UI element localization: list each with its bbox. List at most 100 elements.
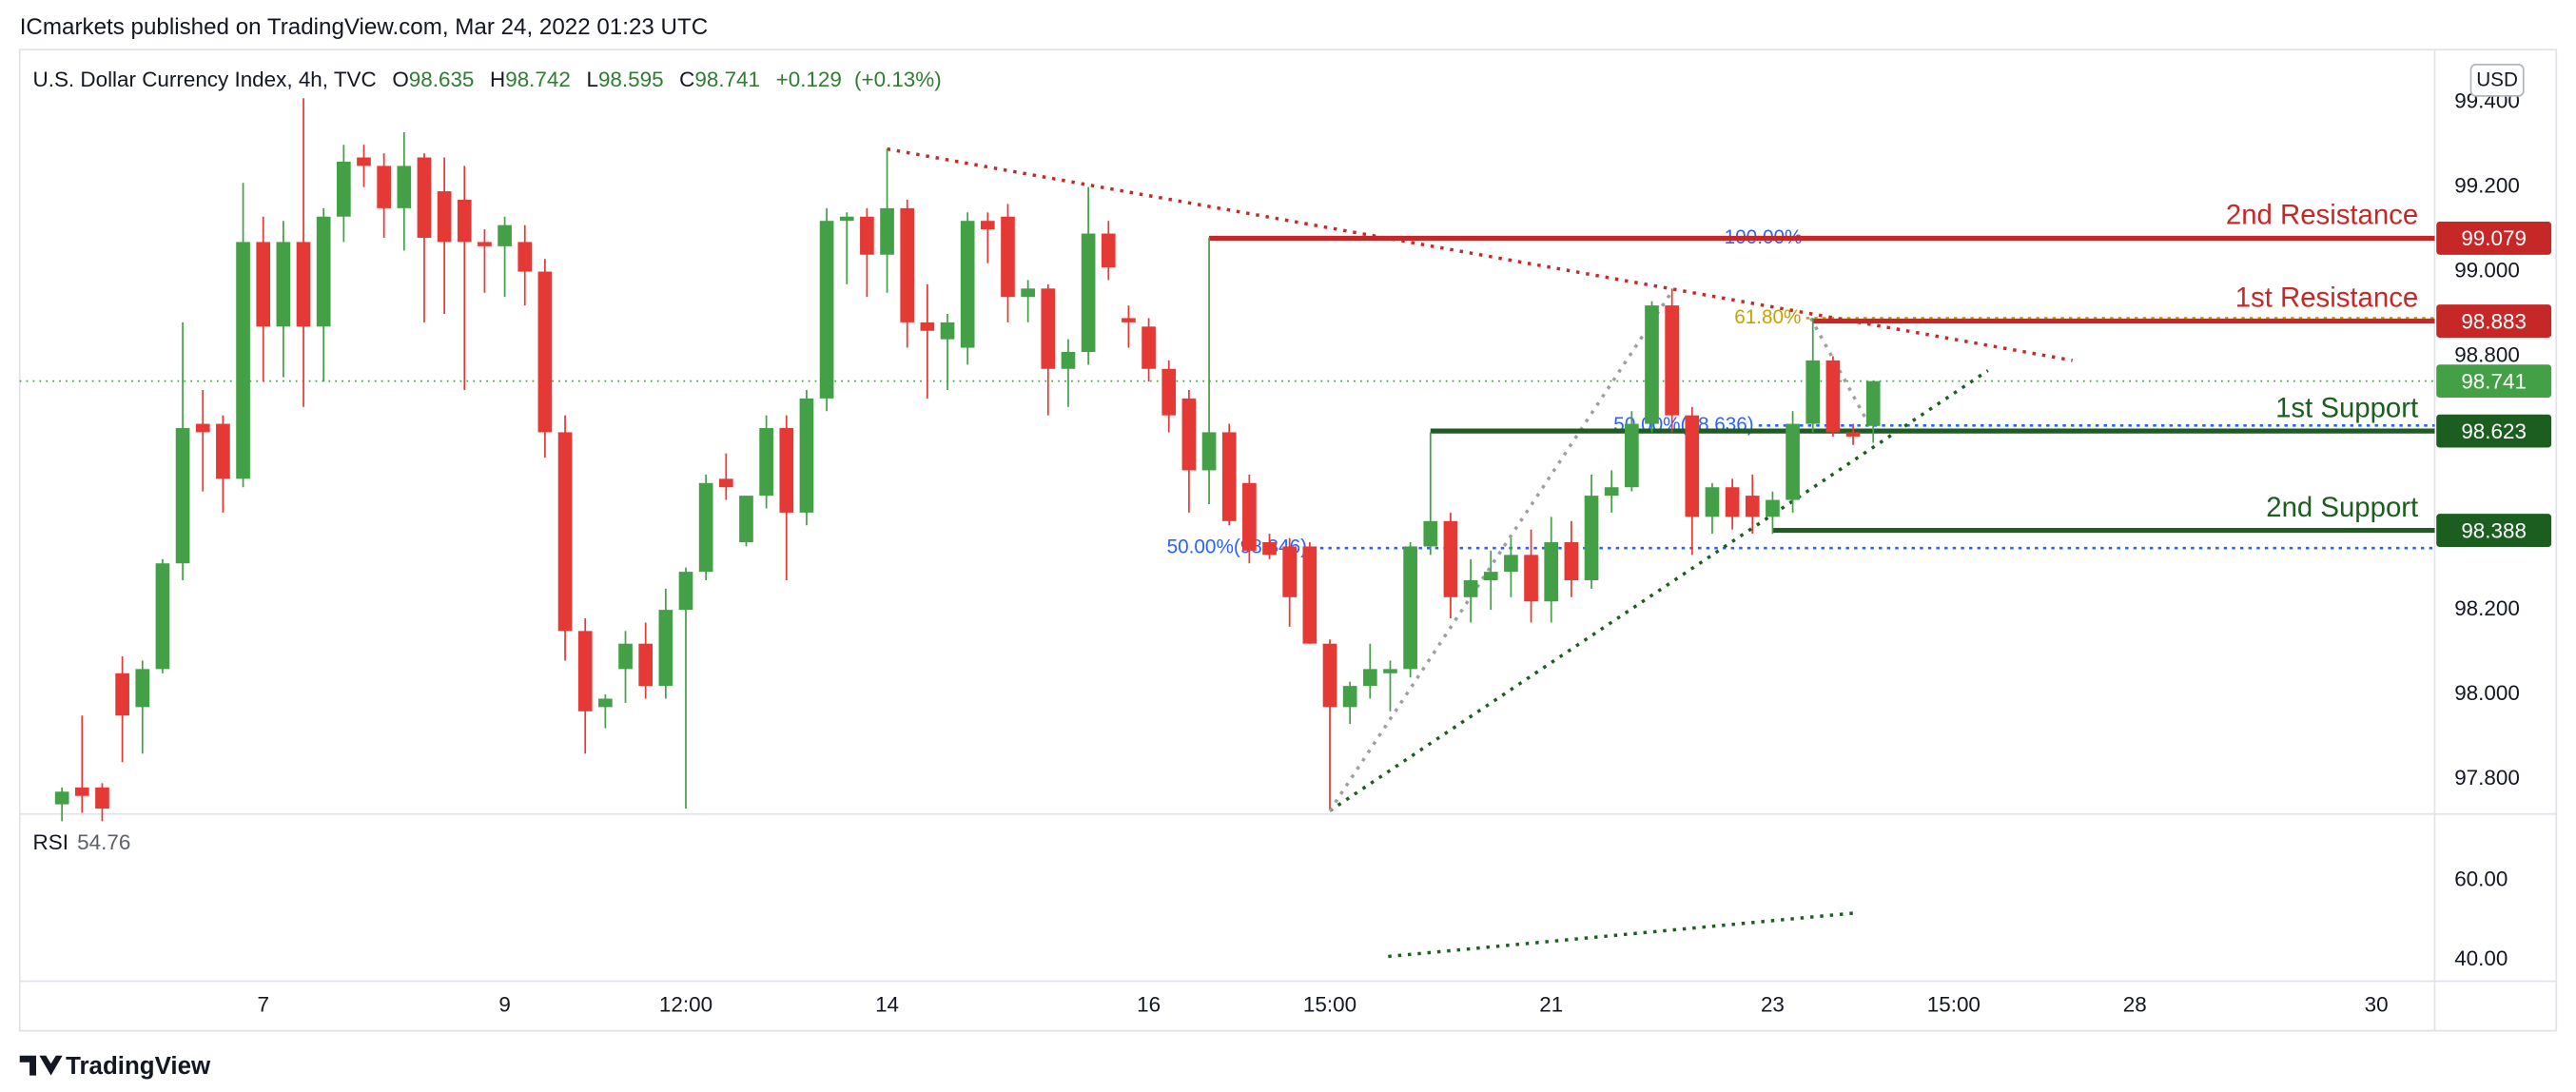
symbol-title: U.S. Dollar Currency Index, 4h, TVC xyxy=(33,68,377,91)
price-axis-label: 98.623 xyxy=(2461,419,2527,443)
ohlc-letter: O xyxy=(392,68,408,91)
candle-body xyxy=(1483,572,1498,581)
candle-body xyxy=(1625,423,1639,488)
logo-text: TradingView xyxy=(66,1051,211,1080)
y-tick-label: 99.200 xyxy=(2454,174,2520,198)
candle-body xyxy=(1403,546,1417,670)
candle-body xyxy=(1122,318,1136,322)
candle-body xyxy=(437,191,452,243)
candle-body xyxy=(819,221,834,399)
candle-body xyxy=(577,631,593,712)
level-label: 1st Resistance xyxy=(2235,283,2418,314)
x-tick-label: 28 xyxy=(2123,992,2147,1016)
price-axis-box xyxy=(2436,414,2552,448)
x-tick-label: 7 xyxy=(257,992,268,1016)
candle-body xyxy=(557,432,573,632)
candle-body xyxy=(1262,542,1277,556)
ohlc-value: 98.742 xyxy=(505,68,571,91)
x-tick-label: 9 xyxy=(498,992,510,1016)
logo: TradingView xyxy=(19,1051,211,1080)
price-axis-box xyxy=(2436,364,2552,399)
candle-body xyxy=(1041,288,1056,369)
price-axis-label: 98.741 xyxy=(2461,369,2527,393)
ohlc-value: 98.741 xyxy=(694,68,760,91)
candle-body xyxy=(1021,288,1035,298)
candle-body xyxy=(478,242,492,246)
candle-body xyxy=(276,242,291,327)
candle-body xyxy=(1201,432,1217,471)
candle-body xyxy=(1584,496,1599,581)
x-tick-label: 12:00 xyxy=(659,992,712,1016)
level-label: 2nd Support xyxy=(2266,492,2418,523)
x-tick-label: 23 xyxy=(1761,992,1785,1016)
candle-body xyxy=(1463,580,1478,597)
y-tick-label: 98.200 xyxy=(2454,596,2520,620)
level-label: 2nd Resistance xyxy=(2226,200,2418,231)
candle-body xyxy=(779,428,794,513)
candle-body xyxy=(1845,432,1861,437)
candle-body xyxy=(155,563,170,670)
candle-body xyxy=(1282,546,1298,597)
legend: U.S. Dollar Currency Index, 4h, TVC O 98.… xyxy=(33,68,942,91)
trend-line xyxy=(1329,369,1989,812)
currency: USD xyxy=(2476,69,2518,91)
candle-body xyxy=(678,572,693,611)
candle-body xyxy=(517,242,533,272)
candle-body xyxy=(1705,487,1720,517)
ohlc-letter: C xyxy=(679,68,694,91)
candle-body xyxy=(1342,686,1357,708)
candle-body xyxy=(1786,423,1800,500)
change: +0.129 xyxy=(776,68,842,91)
candle-body xyxy=(880,207,894,255)
rsi-value: 54.76 xyxy=(77,830,130,854)
logo-mark xyxy=(19,1055,63,1076)
trend-line xyxy=(1328,293,1671,812)
candle-body xyxy=(1362,669,1377,687)
level-label: 1st Support xyxy=(2275,392,2418,423)
candle-body xyxy=(1745,496,1760,517)
candle-body xyxy=(236,242,250,479)
candle-body xyxy=(940,322,955,340)
price-axis-box xyxy=(2436,514,2552,547)
candle-body xyxy=(658,610,673,687)
candle-body xyxy=(860,216,874,255)
candle-body xyxy=(1725,487,1740,517)
candle-body xyxy=(1221,432,1237,521)
candle-body xyxy=(981,221,995,230)
candle-body xyxy=(1383,669,1397,673)
candle-body xyxy=(377,166,391,208)
currency-box[interactable] xyxy=(2469,63,2525,97)
candle-body xyxy=(457,199,472,243)
candle-body xyxy=(1645,305,1659,424)
candle-body xyxy=(1061,351,1076,369)
candle-body xyxy=(1865,380,1881,426)
y-tick-label: 97.800 xyxy=(2454,766,2520,790)
candle-body xyxy=(1805,360,1821,424)
candle-body xyxy=(115,673,129,716)
plot-layer: 97.80098.00098.20098.40098.60098.80099.0… xyxy=(19,89,2552,1017)
candle-body xyxy=(638,643,654,687)
candle-body xyxy=(357,157,371,166)
price-axis-label: 98.883 xyxy=(2461,309,2527,333)
candle-body xyxy=(1544,542,1559,602)
price-axis-box xyxy=(2436,222,2552,255)
candle-body xyxy=(759,428,773,497)
candle-body xyxy=(1423,520,1438,547)
trend-line xyxy=(1809,317,1875,434)
ohlc-letter: L xyxy=(586,68,597,91)
candle-body xyxy=(1181,398,1197,471)
candle-body xyxy=(1685,415,1700,517)
candle-body xyxy=(397,166,412,208)
candle-body xyxy=(216,423,230,479)
candle-body xyxy=(1604,487,1619,497)
candle-body xyxy=(718,478,733,488)
x-tick-label: 15:00 xyxy=(1303,992,1356,1016)
candle-body xyxy=(537,271,553,433)
candle-body xyxy=(739,496,753,543)
candle-body xyxy=(1504,555,1518,573)
candle-body xyxy=(175,428,190,564)
candle-body xyxy=(337,161,351,217)
candle-body xyxy=(74,787,89,796)
candle-body xyxy=(256,242,271,327)
